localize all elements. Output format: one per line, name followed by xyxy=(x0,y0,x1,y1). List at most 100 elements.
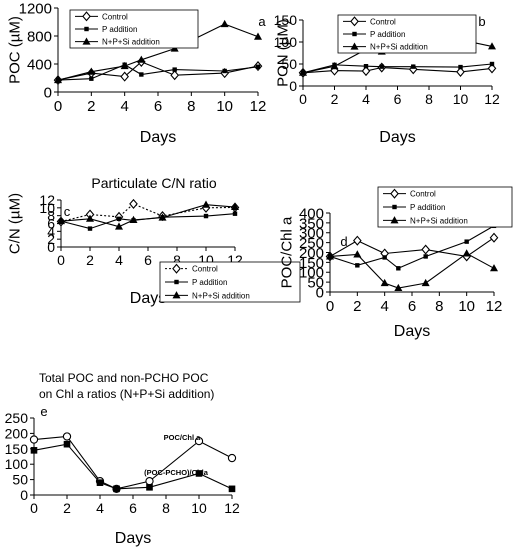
data-point xyxy=(139,72,144,77)
data-point xyxy=(458,64,463,70)
data-point xyxy=(411,64,416,69)
x-tick-label: 10 xyxy=(216,98,233,115)
x-tick-label: 10 xyxy=(191,500,207,516)
data-point xyxy=(299,68,307,76)
x-tick-label: 8 xyxy=(187,98,195,115)
x-tick-label: 2 xyxy=(86,252,94,268)
legend-label: N+P+Si addition xyxy=(410,216,468,225)
y-axis-label: PON (µM) xyxy=(274,19,291,87)
x-tick-label: 0 xyxy=(30,500,38,516)
data-point xyxy=(115,222,123,230)
panel-label: c xyxy=(64,204,71,219)
x-axis-label: Days xyxy=(115,530,151,547)
legend-label: Control xyxy=(410,190,436,199)
x-tick-label: 8 xyxy=(425,91,433,107)
data-point xyxy=(62,432,72,441)
data-point xyxy=(87,226,93,231)
y-tick-label: 400 xyxy=(299,205,324,222)
legend-label: P addition xyxy=(370,30,405,39)
data-point xyxy=(63,440,71,448)
legend-label: P addition xyxy=(102,25,137,34)
data-point xyxy=(222,68,227,74)
data-point xyxy=(489,232,499,243)
x-tick-label: 4 xyxy=(96,500,104,516)
x-axis-label: Days xyxy=(130,290,166,307)
legend-label: P addition xyxy=(410,203,445,212)
data-point xyxy=(227,453,237,463)
data-point xyxy=(456,66,465,77)
series-line xyxy=(33,443,233,490)
data-point xyxy=(231,202,239,211)
data-point xyxy=(423,254,428,259)
y-tick-label: 50 xyxy=(12,472,28,488)
panel-label: b xyxy=(478,14,485,29)
x-tick-label: 12 xyxy=(224,500,240,516)
data-point xyxy=(361,65,371,77)
data-point xyxy=(113,485,120,493)
data-point xyxy=(145,476,154,486)
series-line xyxy=(329,237,495,258)
x-tick-label: 2 xyxy=(63,500,71,516)
legend-marker xyxy=(172,263,181,274)
data-point xyxy=(228,485,236,493)
data-point xyxy=(57,216,65,225)
data-point xyxy=(120,71,129,82)
y-axis-label: POC (µM) xyxy=(6,16,23,84)
y-tick-label: 10 xyxy=(39,200,55,216)
y-tick-label: 50 xyxy=(281,56,297,72)
x-tick-label: 6 xyxy=(408,298,416,315)
legend-label: Control xyxy=(192,265,218,274)
y-tick-label: 150 xyxy=(5,441,29,457)
x-tick-label: 6 xyxy=(129,500,137,516)
x-axis-label: Days xyxy=(379,129,415,146)
data-point xyxy=(87,67,96,75)
x-tick-label: 10 xyxy=(458,298,475,315)
y-tick-label: 8 xyxy=(47,208,55,224)
series-annotation: (POC-PCHO)/Chla xyxy=(144,468,209,477)
y-tick-label: 250 xyxy=(5,410,29,426)
y-tick-label: 200 xyxy=(5,425,29,441)
data-point xyxy=(382,255,387,260)
data-point xyxy=(30,447,38,454)
x-tick-label: 8 xyxy=(162,500,170,516)
legend-marker xyxy=(390,188,399,199)
panel-label: e xyxy=(40,404,47,419)
data-point xyxy=(89,76,94,81)
data-point xyxy=(86,214,94,222)
data-point xyxy=(380,278,389,287)
data-point xyxy=(330,62,339,70)
data-point xyxy=(220,19,229,28)
y-tick-label: 0 xyxy=(47,239,55,255)
y-tick-label: 1200 xyxy=(19,0,52,17)
chart-title: Particulate C/N ratio xyxy=(91,175,216,191)
y-tick-label: 100 xyxy=(5,456,29,472)
x-axis-label: Days xyxy=(140,129,176,146)
y-tick-label: 350 xyxy=(299,215,324,232)
panel-b: 0 2 4 6 8 10 12 0 50 100 150 Days PON (µM) b Control P … xyxy=(274,12,500,146)
legend-marker xyxy=(82,11,91,22)
data-point xyxy=(255,64,261,69)
y-tick-label: 800 xyxy=(27,28,52,45)
y-tick-label: 50 xyxy=(307,275,324,292)
legend: Control P addition N+P+Si addition xyxy=(69,9,199,49)
y-tick-label: 100 xyxy=(274,34,298,50)
data-point xyxy=(120,61,129,70)
data-point xyxy=(129,215,138,223)
legend-marker xyxy=(392,204,397,210)
x-tick-label: 8 xyxy=(173,252,181,268)
legend-marker xyxy=(82,37,91,45)
x-tick-label: 4 xyxy=(380,298,388,315)
data-point xyxy=(326,252,334,260)
data-point xyxy=(203,213,209,219)
x-tick-label: 0 xyxy=(326,298,334,315)
data-point xyxy=(195,470,203,477)
data-point xyxy=(172,67,177,72)
series-annotation: POC/Chl a xyxy=(164,433,202,442)
x-tick-label: 0 xyxy=(299,91,307,107)
x-tick-label: 0 xyxy=(54,98,62,115)
x-tick-label: 8 xyxy=(435,298,443,315)
data-point xyxy=(421,244,430,255)
data-point xyxy=(379,64,384,69)
